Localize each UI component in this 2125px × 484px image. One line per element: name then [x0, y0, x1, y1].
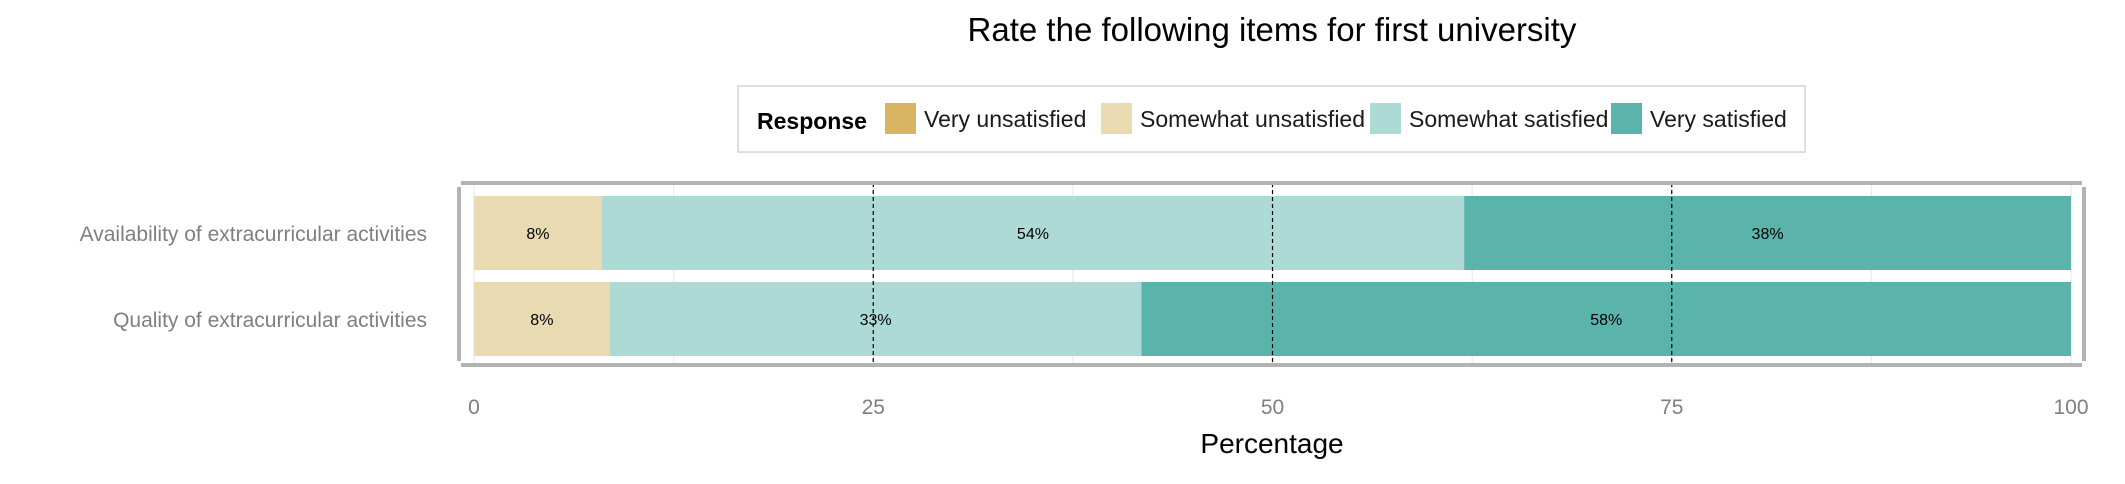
- data-label: 38%: [1752, 226, 1784, 243]
- data-label: 58%: [1590, 312, 1622, 329]
- bar-segment: [1141, 282, 2071, 356]
- data-label: 8%: [530, 312, 553, 329]
- x-tick-label: 0: [468, 396, 480, 419]
- panel-border: [457, 181, 2086, 367]
- legend-label: Somewhat unsatisfied: [1140, 106, 1365, 132]
- legend: Response Very unsatisfied Somewhat unsati…: [737, 85, 1806, 153]
- category-label: Quality of extracurricular activities: [113, 309, 427, 332]
- legend-label: Somewhat satisfied: [1409, 106, 1608, 132]
- legend-label: Very satisfied: [1650, 106, 1787, 132]
- legend-swatch: [1370, 103, 1401, 134]
- data-label: 8%: [526, 226, 549, 243]
- legend-swatch: [885, 103, 916, 134]
- legend-title: Response: [757, 108, 867, 134]
- bar-segment: [1464, 196, 2071, 270]
- bar-segment: [601, 196, 1465, 270]
- data-label: 33%: [860, 312, 892, 329]
- x-tick-label: 25: [862, 396, 885, 419]
- chart-title: Rate the following items for first unive…: [968, 11, 1577, 48]
- bar-segment: [474, 282, 610, 356]
- legend-swatch: [1611, 103, 1642, 134]
- legend-label: Very unsatisfied: [924, 106, 1086, 132]
- x-tick-label: 50: [1261, 396, 1284, 419]
- x-tick-label: 75: [1660, 396, 1683, 419]
- x-tick-label: 100: [2053, 396, 2088, 419]
- x-axis-label: Percentage: [1200, 428, 1343, 459]
- plot-area: 8% 54% 38% 8% 33% 58%: [457, 179, 2086, 369]
- legend-swatch: [1101, 103, 1132, 134]
- bar-segment: [609, 282, 1142, 356]
- bar-segment: [474, 196, 602, 270]
- data-label: 54%: [1017, 226, 1049, 243]
- category-label: Availability of extracurricular activiti…: [80, 223, 427, 246]
